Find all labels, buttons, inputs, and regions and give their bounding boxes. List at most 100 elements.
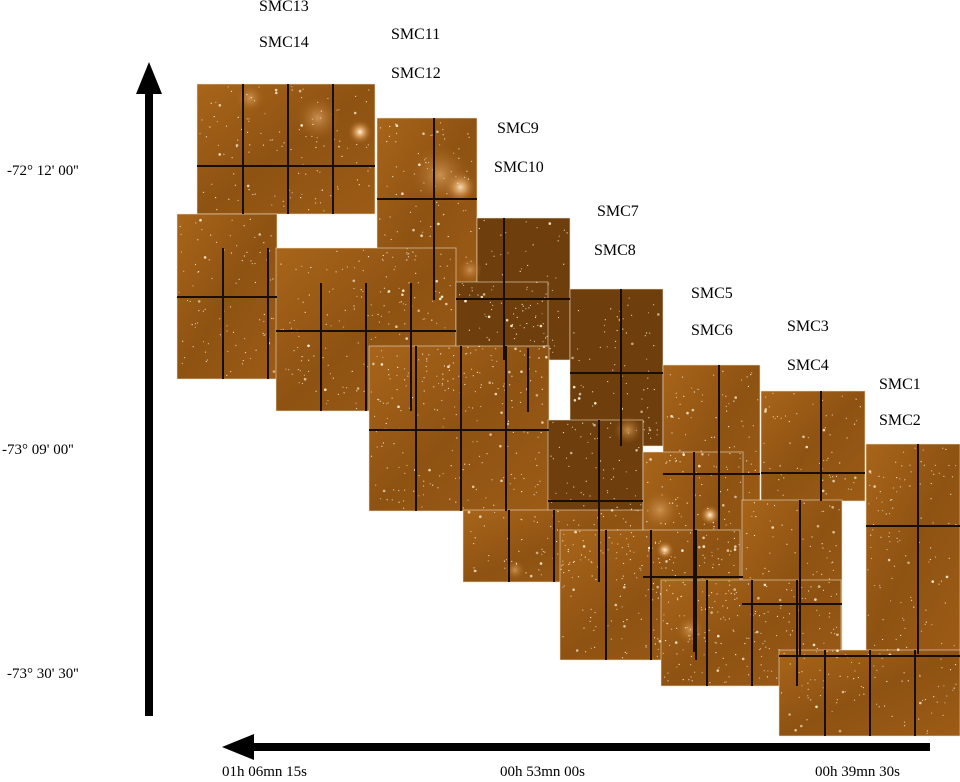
star <box>913 606 915 608</box>
ccd-gap <box>605 530 607 660</box>
star <box>476 440 478 443</box>
field-label-smc5: SMC5 <box>691 285 733 302</box>
star <box>810 699 812 701</box>
star <box>259 251 261 254</box>
field-label-smc12: SMC12 <box>391 65 441 82</box>
star <box>386 467 388 469</box>
star <box>658 558 660 560</box>
star <box>582 540 584 542</box>
star <box>255 349 257 351</box>
star <box>833 628 835 630</box>
star <box>706 534 708 537</box>
star <box>395 123 397 125</box>
star <box>649 458 652 461</box>
star <box>870 472 872 474</box>
star <box>679 615 681 617</box>
star <box>459 294 461 296</box>
star <box>484 313 486 315</box>
star <box>394 266 396 268</box>
star <box>210 102 212 104</box>
star <box>511 560 513 563</box>
star <box>676 505 678 507</box>
star <box>627 304 629 306</box>
star <box>355 402 357 404</box>
star <box>192 346 194 348</box>
star <box>625 332 628 334</box>
star <box>938 472 940 474</box>
star <box>272 139 274 141</box>
star <box>726 410 728 412</box>
star <box>901 465 903 467</box>
star <box>647 588 649 591</box>
ccd-gap <box>620 289 622 446</box>
star <box>803 657 805 659</box>
star <box>647 555 649 557</box>
star <box>449 498 451 500</box>
star <box>699 495 701 497</box>
star <box>365 146 368 148</box>
star <box>546 275 549 277</box>
star <box>418 475 420 477</box>
star <box>406 259 408 261</box>
star <box>489 433 492 436</box>
star <box>283 205 285 207</box>
star <box>661 486 663 488</box>
star <box>397 405 400 409</box>
star <box>467 346 469 348</box>
star <box>463 372 465 374</box>
star <box>943 475 945 477</box>
star <box>487 560 489 562</box>
star <box>600 513 602 515</box>
star <box>437 487 439 489</box>
star <box>215 241 218 243</box>
star <box>521 303 523 305</box>
star <box>753 511 755 513</box>
star <box>633 535 635 538</box>
star <box>283 142 285 144</box>
star <box>520 518 522 520</box>
star <box>536 227 538 229</box>
star <box>519 401 522 403</box>
star <box>810 679 812 681</box>
star <box>726 607 729 609</box>
star <box>944 602 946 604</box>
star <box>380 363 384 366</box>
star <box>621 578 623 580</box>
star <box>793 596 795 598</box>
star <box>186 299 189 302</box>
star <box>573 332 575 334</box>
star <box>725 466 728 468</box>
star <box>674 457 676 459</box>
star <box>327 97 329 100</box>
star <box>821 489 825 493</box>
star <box>774 418 776 420</box>
star <box>335 271 337 273</box>
star <box>802 643 804 645</box>
star <box>904 627 906 629</box>
star <box>646 332 648 334</box>
star <box>858 662 860 664</box>
star <box>505 318 509 322</box>
star <box>475 349 477 351</box>
star <box>669 460 671 462</box>
star <box>447 365 450 369</box>
star <box>902 617 904 619</box>
star <box>765 621 767 623</box>
star <box>415 205 417 207</box>
star <box>608 537 610 539</box>
star <box>669 479 672 481</box>
star <box>728 618 731 620</box>
star <box>671 432 673 434</box>
star <box>301 193 303 195</box>
star <box>388 374 390 376</box>
star <box>602 552 604 554</box>
star <box>828 581 830 584</box>
star <box>402 452 404 454</box>
star <box>567 551 569 553</box>
star <box>655 422 657 424</box>
star <box>794 552 796 554</box>
star <box>291 86 293 88</box>
star <box>701 609 703 611</box>
star <box>823 459 825 462</box>
star <box>573 486 575 488</box>
